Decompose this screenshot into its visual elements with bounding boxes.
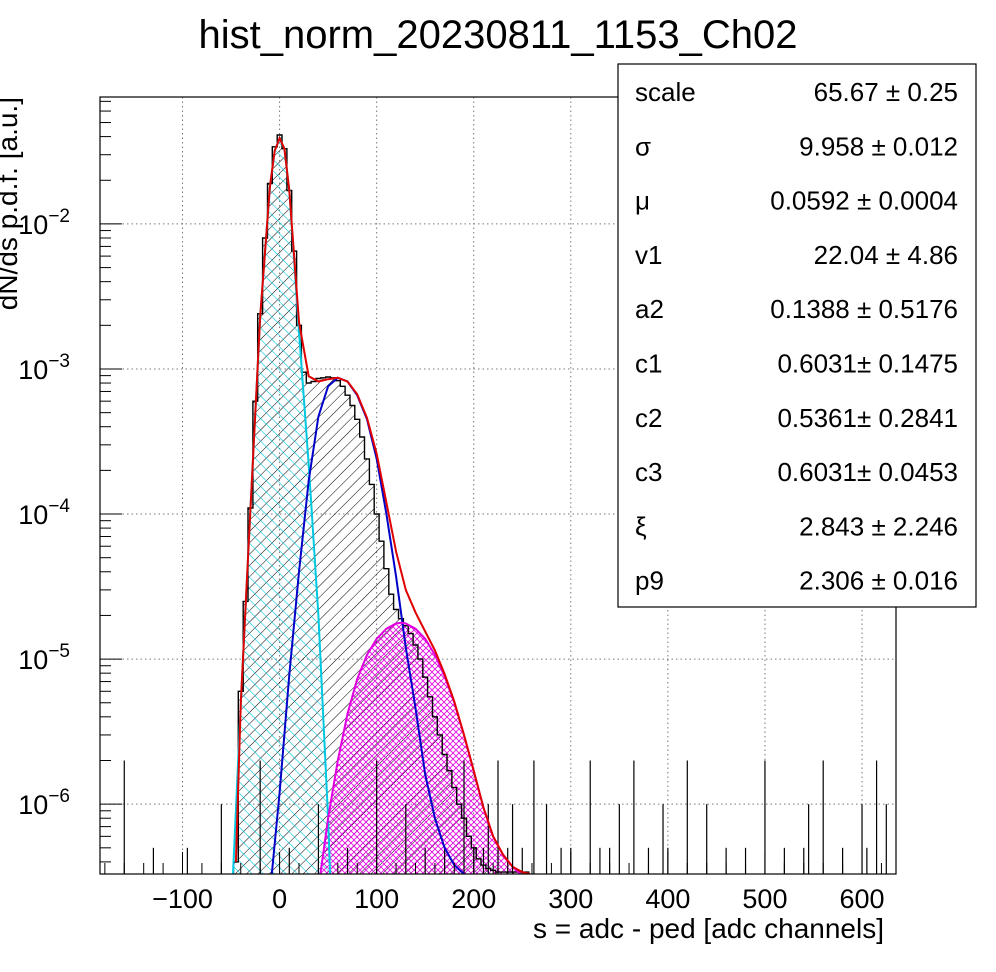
stat-name: scale — [635, 77, 696, 107]
component-fill-0 — [233, 138, 331, 874]
component-fill-2 — [320, 622, 521, 874]
x-tick-label: 300 — [548, 884, 593, 914]
y-tick-label: 10−5 — [18, 641, 70, 675]
x-tick-label: 600 — [839, 884, 884, 914]
stat-name: p9 — [635, 566, 664, 596]
x-tick-label: 200 — [451, 884, 496, 914]
stat-value: 0.6031± 0.0453 — [777, 457, 958, 487]
y-axis-label: dN/ds p.d.f. [a.u.] — [0, 97, 23, 310]
stat-name: ξ — [635, 511, 647, 541]
x-tick-label: 400 — [645, 884, 690, 914]
stat-value: 0.5361± 0.2841 — [777, 403, 958, 433]
stats-box: scale 65.67 ± 0.25 σ 9.958 ± 0.012 μ 0.0592 ±… — [617, 63, 977, 608]
x-axis-label: s = adc - ped [adc channels] — [533, 913, 884, 944]
stat-value: 0.6031± 0.1475 — [777, 349, 958, 379]
axes: −100 0 100 200 300 400 500 600 10−6 10−5 10−4 10−3 1… — [18, 100, 885, 914]
stat-name: c3 — [635, 457, 662, 487]
y-tick-label: 10−3 — [18, 351, 70, 385]
stat-value: 9.958 ± 0.012 — [799, 131, 958, 161]
x-tick-label: 500 — [742, 884, 787, 914]
stat-value: 2.843 ± 2.246 — [799, 511, 958, 541]
stat-name: v1 — [635, 240, 662, 270]
x-tick-label: 0 — [272, 884, 287, 914]
stat-value: 65.67 ± 0.25 — [814, 77, 958, 107]
chart-title: hist_norm_20230811_1153_Ch02 — [198, 13, 797, 57]
stat-value: 0.1388 ± 0.5176 — [770, 294, 958, 324]
stat-value: 22.04 ± 4.86 — [814, 240, 958, 270]
stat-name: c2 — [635, 403, 662, 433]
x-tick-label: 100 — [354, 884, 399, 914]
stat-name: σ — [635, 131, 651, 161]
y-tick-label: 10−6 — [18, 786, 70, 820]
stat-name: a2 — [635, 294, 664, 324]
plot-area — [123, 134, 887, 874]
stat-value: 2.306 ± 0.016 — [799, 566, 958, 596]
x-tick-label: −100 — [152, 884, 213, 914]
stats-box-frame — [617, 63, 977, 608]
stat-name: c1 — [635, 349, 662, 379]
y-tick-label: 10−2 — [18, 206, 70, 240]
y-tick-label: 10−4 — [18, 496, 70, 530]
series-line-3 — [234, 135, 531, 874]
stat-value: 0.0592 ± 0.0004 — [770, 186, 958, 216]
stat-name: μ — [635, 186, 650, 216]
histogram-outline — [232, 134, 530, 874]
